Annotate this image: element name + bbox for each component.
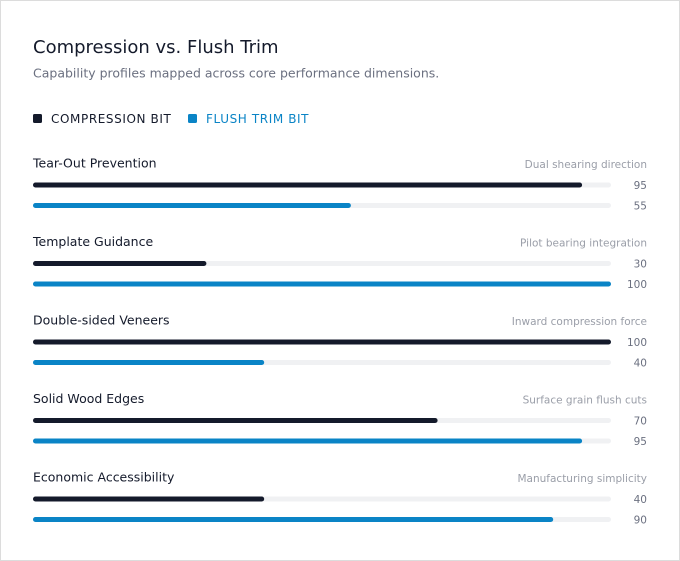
bar	[33, 281, 611, 287]
annotation: Inward compression force	[512, 316, 647, 328]
value-label: 95	[634, 180, 647, 192]
bar	[33, 418, 438, 423]
category-label: Template Guidance	[32, 234, 153, 249]
bar	[33, 496, 265, 502]
annotation: Dual shearing direction	[525, 159, 647, 171]
category-label: Economic Accessibility	[33, 470, 175, 485]
value-label: 95	[634, 436, 647, 448]
annotation: Surface grain flush cuts	[523, 395, 647, 407]
annotation: Manufacturing simplicity	[517, 473, 647, 485]
bar	[33, 182, 583, 188]
value-label: 100	[627, 337, 647, 349]
legend-label: COMPRESSION BIT	[51, 112, 172, 126]
value-label: 90	[634, 515, 647, 527]
annotation: Pilot bearing integration	[520, 238, 647, 250]
category-label: Double-sided Veneers	[33, 313, 170, 328]
bar	[33, 339, 611, 345]
chart-subtitle: Capability profiles mapped across core p…	[33, 66, 439, 81]
legend-swatch	[33, 114, 42, 123]
category-label: Solid Wood Edges	[33, 391, 144, 406]
category-label: Tear-Out Prevention	[32, 156, 157, 171]
bar	[33, 261, 207, 266]
value-label: 100	[627, 279, 647, 291]
value-label: 30	[634, 259, 647, 271]
value-label: 40	[634, 358, 647, 370]
legend-label: FLUSH TRIM BIT	[206, 112, 309, 126]
legend-swatch	[188, 114, 197, 123]
value-label: 55	[634, 201, 647, 213]
bar	[33, 360, 265, 365]
value-label: 70	[634, 416, 647, 428]
value-label: 40	[634, 494, 647, 506]
bar	[33, 203, 351, 208]
chart-title: Compression vs. Flush Trim	[33, 37, 279, 58]
bar	[33, 438, 583, 444]
bar	[33, 517, 554, 522]
